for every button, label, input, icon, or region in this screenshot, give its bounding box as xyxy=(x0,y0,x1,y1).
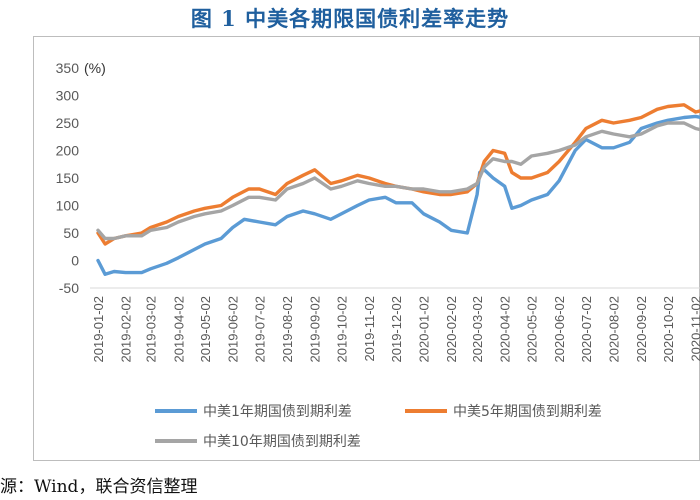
y-tick-label: 200 xyxy=(56,143,80,159)
x-tick-label: 2019-06-02 xyxy=(226,296,241,363)
series-line-1y xyxy=(96,114,700,276)
x-tick-label: 2020-05-02 xyxy=(524,296,539,363)
source-note: 源：Wind，联合资信整理 xyxy=(0,477,198,497)
legend-item-10y-label: 中美10年期国债到期利差 xyxy=(203,434,361,450)
legend-item-1y-label: 中美1年期国债到期利差 xyxy=(203,404,352,420)
y-tick-label: 150 xyxy=(56,170,80,186)
x-tick-label: 2020-08-02 xyxy=(607,296,622,363)
series-line-10y xyxy=(96,121,700,241)
x-tick-label: 2020-06-02 xyxy=(552,296,567,363)
x-tick-label: 2020-04-02 xyxy=(498,296,513,363)
x-tick-label: 2020-07-02 xyxy=(579,296,594,363)
x-tick-label: 2020-09-02 xyxy=(634,296,649,363)
series-line-5y xyxy=(96,103,700,246)
x-tick-label: 2019-05-02 xyxy=(198,296,213,363)
x-tick-label: 2020-10-02 xyxy=(661,296,676,363)
x-tick-label: 2019-07-02 xyxy=(252,296,267,363)
x-tick-label: 2020-03-02 xyxy=(470,296,485,363)
y-tick-label: 100 xyxy=(56,198,80,214)
chart-title: 图 1 中美各期限国债利差率走势 xyxy=(190,6,510,31)
y-tick-label: 350 xyxy=(56,60,80,76)
x-tick-label: 2019-09-02 xyxy=(308,296,323,363)
x-tick-label: 2019-03-02 xyxy=(144,296,159,363)
x-tick-label: 2020-11-02 xyxy=(689,296,700,362)
x-tick-label: 2020-02-02 xyxy=(444,296,459,363)
y-tick-label: 50 xyxy=(63,225,79,241)
y-tick-label: 0 xyxy=(71,253,79,269)
x-tick-label: 2019-01-02 xyxy=(91,296,106,363)
y-unit-label: (%) xyxy=(84,60,106,76)
y-tick-label: 250 xyxy=(56,115,80,131)
x-tick-label: 2019-11-02 xyxy=(362,296,377,362)
x-tick-label: 2019-02-02 xyxy=(119,296,134,363)
x-tick-label: 2020-01-02 xyxy=(417,296,432,363)
x-tick-label: 2019-04-02 xyxy=(171,296,186,363)
y-tick-label: 300 xyxy=(56,88,80,104)
x-tick-label: 2019-12-02 xyxy=(389,296,404,363)
x-tick-label: 2019-10-02 xyxy=(334,296,349,363)
y-tick-label: -50 xyxy=(59,280,79,296)
x-tick-label: 2019-08-02 xyxy=(280,296,295,363)
legend-item-5y-label: 中美5年期国债到期利差 xyxy=(453,404,602,420)
